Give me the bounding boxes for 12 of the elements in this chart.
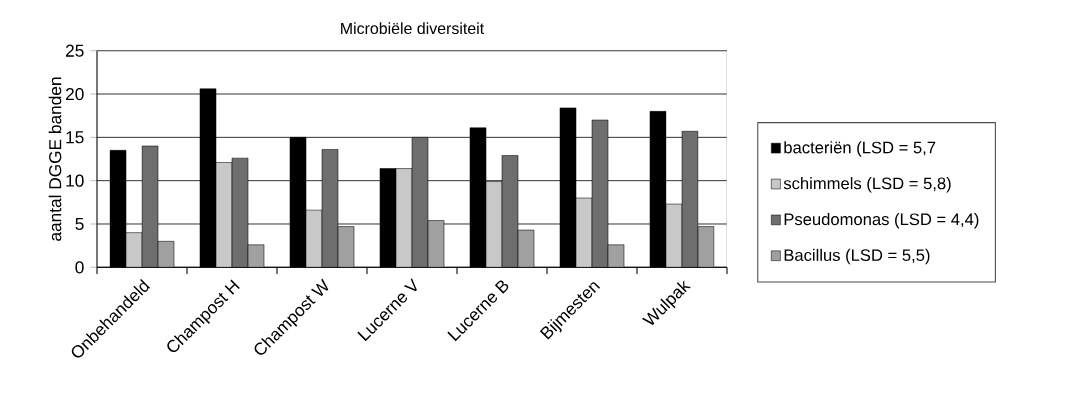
legend-label: schimmels (LSD = 5,8) bbox=[783, 177, 951, 193]
y-tick-label: 15 bbox=[66, 131, 84, 144]
chart-title: Microbiële diversiteit bbox=[341, 22, 485, 35]
y-tick-label: 5 bbox=[75, 217, 84, 231]
legend-label: bacteriën (LSD = 5,7 bbox=[784, 141, 936, 157]
y-tick-label: 10 bbox=[66, 174, 84, 187]
y-tick-label: 20 bbox=[66, 87, 84, 101]
y-axis-title: aantal DGGE banden bbox=[48, 77, 62, 241]
legend-label: Bacillus (LSD = 5,5) bbox=[784, 248, 930, 265]
y-tick-label: 25 bbox=[66, 44, 84, 57]
y-tick-label: 0 bbox=[75, 261, 84, 274]
legend-label: Pseudomonas (LSD = 4,4) bbox=[784, 212, 979, 229]
